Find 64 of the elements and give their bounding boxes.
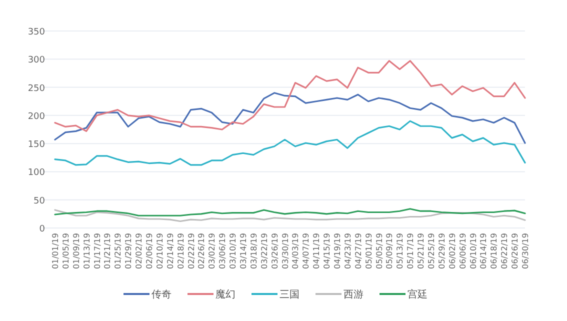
x-tick-label: 05/21/19 <box>416 233 426 269</box>
x-tick-label: 06/18/19 <box>490 233 499 269</box>
x-tick-label: 06/26/19 <box>510 233 520 269</box>
legend-label: 魔幻 <box>216 288 236 300</box>
x-tick-label: 04/07/19 <box>302 233 311 269</box>
x-tick-label: 02/14/19 <box>166 233 175 269</box>
legend-label: 西游 <box>344 288 364 300</box>
x-tick-label: 01/09/19 <box>72 233 81 269</box>
x-tick-label: 05/09/19 <box>385 233 394 269</box>
legend-label: 宫廷 <box>408 288 428 300</box>
y-tick-label: 50 <box>34 196 46 206</box>
x-tick-label: 05/17/19 <box>406 233 416 269</box>
y-tick-label: 300 <box>28 56 46 66</box>
x-tick-label: 01/01/19 <box>51 233 60 269</box>
y-tick-label: 150 <box>28 140 46 150</box>
x-tick-label: 06/06/19 <box>458 233 468 269</box>
legend-label: 三国 <box>280 290 300 300</box>
x-tick-label: 05/29/19 <box>437 233 446 269</box>
x-tick-label: 04/15/19 <box>322 233 332 269</box>
line-series <box>54 60 526 132</box>
x-tick-label: 06/22/19 <box>500 233 510 269</box>
x-tick-label: 06/14/19 <box>479 233 488 269</box>
line-series <box>54 208 526 216</box>
x-tick-label: 02/02/19 <box>134 233 144 269</box>
legend-label: 传奇 <box>152 290 172 300</box>
x-tick-label: 06/30/19 <box>521 233 530 269</box>
x-tick-label: 03/26/19 <box>270 233 280 269</box>
y-tick-label: 0 <box>39 224 46 234</box>
x-tick-label: 04/11/19 <box>312 233 322 269</box>
x-tick-label: 01/17/19 <box>92 233 102 269</box>
y-tick-label: 350 <box>28 28 46 38</box>
x-tick-label: 05/05/19 <box>374 233 384 269</box>
x-tick-label: 03/02/19 <box>208 233 217 269</box>
x-tick-label: 01/25/19 <box>114 233 123 269</box>
x-tick-label: 06/02/19 <box>448 233 457 269</box>
y-tick-label: 200 <box>28 112 46 122</box>
x-tick-label: 02/22/19 <box>186 233 196 269</box>
x-tick-label: 01/29/19 <box>124 233 134 269</box>
x-tick-label: 05/13/19 <box>396 233 405 269</box>
line-series <box>54 92 526 144</box>
x-tick-label: 03/22/19 <box>260 233 269 269</box>
x-tick-label: 02/18/19 <box>176 233 186 269</box>
y-tick-label: 250 <box>28 84 46 94</box>
line-series <box>54 209 526 222</box>
line-series <box>54 120 526 166</box>
x-tick-label: 02/10/19 <box>155 233 164 269</box>
x-tick-label: 01/13/19 <box>82 233 92 269</box>
x-tick-label: 03/10/19 <box>228 233 238 269</box>
x-tick-label: 04/19/19 <box>333 233 342 269</box>
x-tick-label: 06/10/19 <box>468 233 478 269</box>
x-tick-label: 05/01/19 <box>364 233 374 269</box>
x-tick-label: 04/03/19 <box>291 233 300 269</box>
y-tick-label: 100 <box>28 168 46 178</box>
x-tick-label: 02/26/19 <box>197 233 206 269</box>
x-tick-label: 03/30/19 <box>280 233 290 269</box>
x-tick-label: 01/21/19 <box>103 233 112 269</box>
x-tick-label: 03/18/19 <box>249 233 258 269</box>
x-tick-label: 03/14/19 <box>239 233 248 269</box>
x-tick-label: 04/27/19 <box>354 233 363 269</box>
x-tick-label: 05/25/19 <box>427 233 436 269</box>
x-tick-label: 01/05/19 <box>61 233 70 269</box>
x-tick-label: 03/06/19 <box>218 233 228 269</box>
x-tick-label: 04/23/19 <box>343 233 352 269</box>
x-tick-label: 02/06/19 <box>145 233 154 269</box>
